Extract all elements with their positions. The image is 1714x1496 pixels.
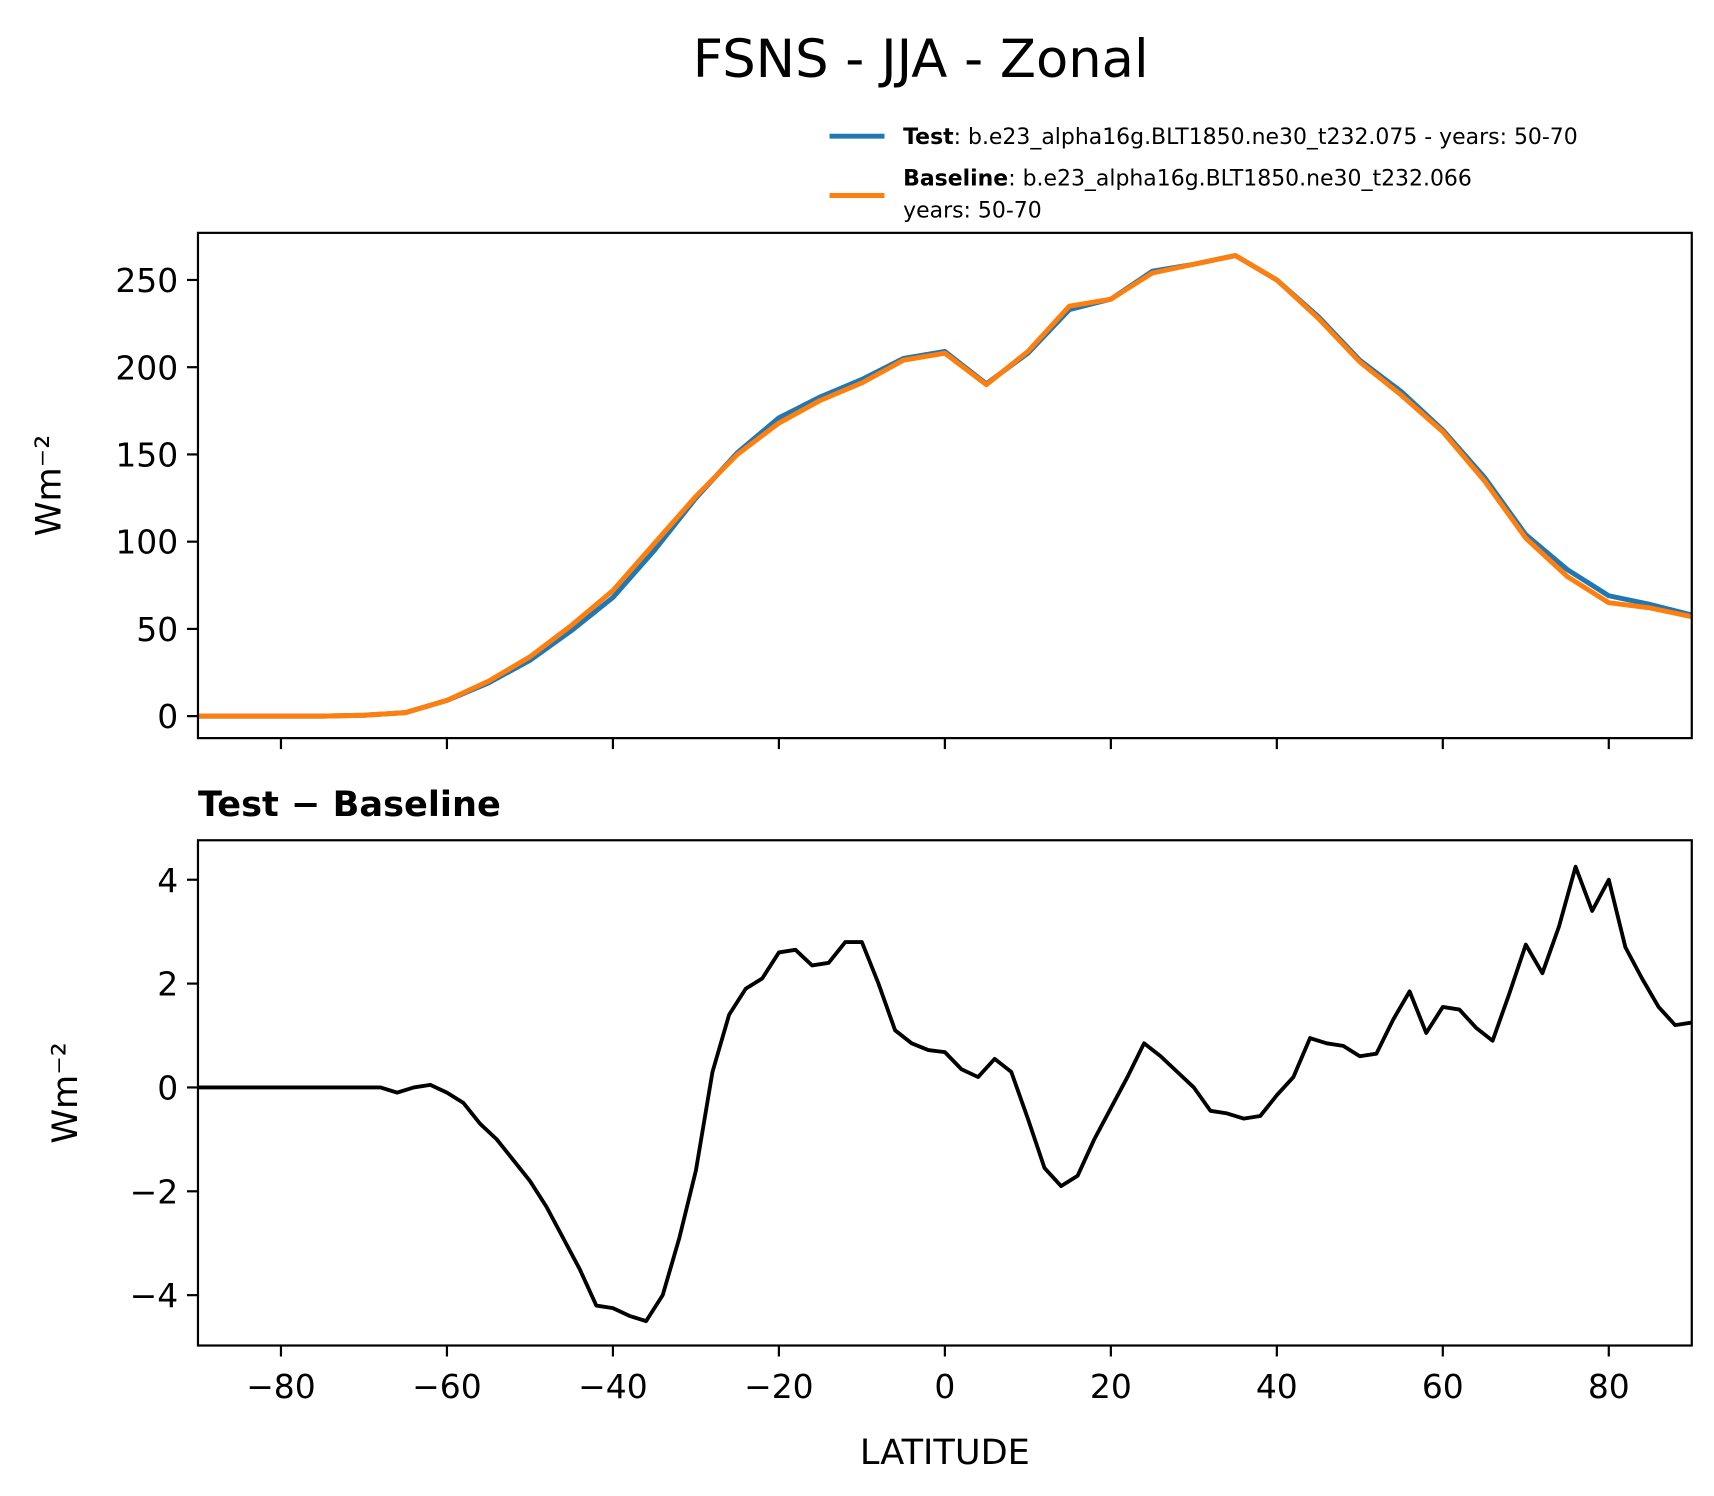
axes-frame (196, 839, 1693, 1347)
line-series (197, 253, 1692, 719)
y-tick-label: 4 (157, 861, 178, 900)
x-tick-label: −40 (578, 1367, 648, 1406)
x-tick-label: 0 (934, 1367, 955, 1406)
x-tick-label: −80 (246, 1367, 316, 1406)
y-tick-label: 50 (136, 610, 178, 649)
legend-name: Baseline (903, 167, 1008, 192)
x-tick-label: 20 (1090, 1367, 1132, 1406)
figure-title: FSNS - JJA - Zonal (693, 29, 1149, 90)
line-series (197, 253, 1692, 719)
line-series (197, 864, 1692, 1324)
y-tick-label: 200 (115, 348, 178, 387)
axes-frame (196, 231, 1693, 740)
y-tick-label: 0 (157, 1069, 178, 1108)
subplot-title: Test − Baseline (198, 784, 501, 825)
y-tick-label: 150 (115, 436, 178, 475)
plot-area (197, 864, 1692, 1324)
legend-label: years: 50-70 (903, 198, 1042, 223)
legend-entry: Test: b.e23_alpha16g.BLT1850.ne30_t232.0… (903, 125, 1578, 150)
x-tick-label: −20 (744, 1367, 814, 1406)
legend-label: : b.e23_alpha16g.BLT1850.ne30_t232.066 (1008, 167, 1472, 192)
x-tick-label: −60 (412, 1367, 482, 1406)
x-tick-label: 40 (1256, 1367, 1298, 1406)
x-tick-label: 60 (1422, 1367, 1464, 1406)
y-tick-label: 250 (115, 261, 178, 300)
y-tick-label: −4 (130, 1276, 179, 1315)
y-tick-label: 0 (157, 697, 178, 736)
y-tick-label: −2 (130, 1172, 179, 1211)
x-tick-label: 80 (1588, 1367, 1630, 1406)
x-axis-label: LATITUDE (860, 1432, 1030, 1473)
y-axis-label: Wm⁻² (29, 435, 70, 537)
legend-entry: Baseline: b.e23_alpha16g.BLT1850.ne30_t2… (903, 167, 1472, 192)
legend-name: Test (903, 125, 954, 150)
y-tick-label: 100 (115, 523, 178, 562)
y-axis-label: Wm⁻² (45, 1042, 86, 1144)
plot-area (197, 253, 1692, 719)
legend-label: : b.e23_alpha16g.BLT1850.ne30_t232.075 -… (954, 125, 1578, 150)
y-tick-label: 2 (157, 965, 178, 1004)
